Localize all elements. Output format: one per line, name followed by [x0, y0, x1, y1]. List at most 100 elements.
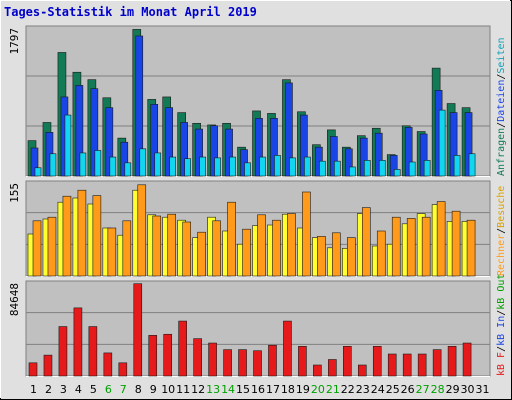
- x-tick-label: 18: [281, 383, 295, 396]
- bar-kb-f: [372, 346, 382, 377]
- bar-besuche: [32, 220, 42, 277]
- bar-seiten: [423, 160, 431, 177]
- bar-besuche: [167, 213, 177, 277]
- bar-seiten: [304, 156, 311, 177]
- bar-kb-f: [387, 353, 397, 377]
- bar-besuche: [347, 237, 356, 277]
- x-tick-label: 27: [416, 383, 430, 396]
- x-tick-label: 26: [401, 383, 415, 396]
- bar-kb-f: [163, 333, 173, 377]
- bar-dateien: [345, 148, 353, 177]
- bar-besuche: [287, 213, 296, 277]
- bar-seiten: [94, 150, 102, 177]
- bar-kb-f: [432, 349, 442, 377]
- bar-seiten: [319, 160, 326, 177]
- bar-besuche: [47, 216, 57, 277]
- bar-seiten: [378, 160, 386, 177]
- bar-dateien: [285, 82, 293, 177]
- bar-dateien: [419, 133, 428, 177]
- bar-seiten: [79, 152, 87, 177]
- bar-kb-f: [357, 364, 367, 377]
- bar-besuche: [376, 230, 386, 277]
- bar-besuche: [227, 201, 236, 277]
- x-tick-label: 5: [90, 383, 97, 396]
- bar-kb-f: [43, 354, 53, 377]
- bar-besuche: [451, 210, 461, 277]
- x-tick-label: 16: [251, 383, 265, 396]
- x-tick-label: 30: [461, 383, 475, 396]
- bar-seiten: [49, 153, 57, 177]
- bar-kb-f: [417, 353, 427, 377]
- bar-kb-f: [103, 352, 113, 377]
- bar-besuche: [212, 220, 221, 277]
- bar-dateien: [165, 107, 174, 177]
- bar-kb-f: [253, 350, 262, 377]
- x-tick-label: 15: [236, 383, 250, 396]
- bar-seiten: [139, 148, 147, 177]
- bar-besuche: [152, 215, 162, 277]
- x-tick-label: 8: [135, 383, 142, 396]
- bar-dateien: [389, 155, 398, 177]
- bar-seiten: [169, 156, 177, 177]
- bar-besuche: [272, 219, 281, 277]
- bar-dateien: [300, 114, 308, 177]
- bar-besuche: [466, 219, 476, 277]
- bar-dateien: [180, 122, 188, 177]
- bar-dateien: [195, 128, 203, 177]
- bar-kb-f: [148, 335, 158, 377]
- x-tick-label: 1: [30, 383, 37, 396]
- x-tick-label: 25: [386, 383, 400, 396]
- bar-dateien: [255, 118, 263, 177]
- bar-seiten: [468, 153, 476, 177]
- bar-seiten: [363, 160, 371, 177]
- bar-kb-f: [58, 326, 68, 377]
- bar-besuche: [302, 191, 311, 277]
- x-tick-label: 7: [120, 383, 127, 396]
- bar-kb-f: [178, 320, 187, 377]
- bar-kb-f: [313, 364, 322, 377]
- x-tick-label: 20: [311, 383, 325, 396]
- bar-dateien: [210, 125, 218, 177]
- bar-kb-f: [223, 349, 232, 377]
- bar-kb-f: [118, 362, 128, 377]
- legend-requests: Anfragen/Dateien/Seiten: [496, 37, 507, 176]
- x-tick-label: 29: [446, 383, 460, 396]
- bar-besuche: [122, 220, 132, 277]
- bar-dateien: [270, 118, 278, 177]
- bar-dateien: [359, 137, 368, 177]
- bar-kb-f: [328, 359, 337, 377]
- x-tick-label: 6: [105, 383, 112, 396]
- x-tick-label: 21: [326, 383, 340, 396]
- bar-seiten: [393, 169, 401, 177]
- x-tick-label: 3: [60, 383, 67, 396]
- bar-besuche: [361, 207, 371, 277]
- bar-besuche: [77, 189, 87, 277]
- bar-dateien: [330, 136, 338, 177]
- bar-besuche: [242, 228, 251, 277]
- bar-seiten: [34, 167, 42, 177]
- y-max-label: 155: [8, 183, 21, 203]
- x-tick-label: 13: [206, 383, 220, 396]
- bar-seiten: [438, 109, 446, 177]
- bar-besuche: [182, 221, 191, 277]
- bar-seiten: [109, 156, 117, 177]
- x-tick-label: 23: [356, 383, 370, 396]
- bar-seiten: [289, 157, 296, 177]
- bar-dateien: [404, 127, 413, 177]
- bar-kb-f: [447, 346, 457, 377]
- bar-kb-f: [88, 326, 98, 377]
- bar-kb-f: [133, 283, 143, 377]
- bar-dateien: [225, 128, 233, 177]
- x-tick-label: 19: [296, 383, 310, 396]
- bar-dateien: [30, 147, 39, 177]
- bar-kb-f: [28, 362, 38, 377]
- bar-besuche: [197, 231, 206, 277]
- bar-kb-f: [73, 307, 83, 377]
- bar-dateien: [150, 104, 159, 177]
- bar-seiten: [408, 161, 416, 177]
- legend-visits: Rechner/Besuche: [496, 186, 507, 276]
- x-tick-label: 31: [476, 383, 490, 396]
- bar-kb-f: [208, 342, 217, 377]
- bar-seiten: [334, 160, 341, 177]
